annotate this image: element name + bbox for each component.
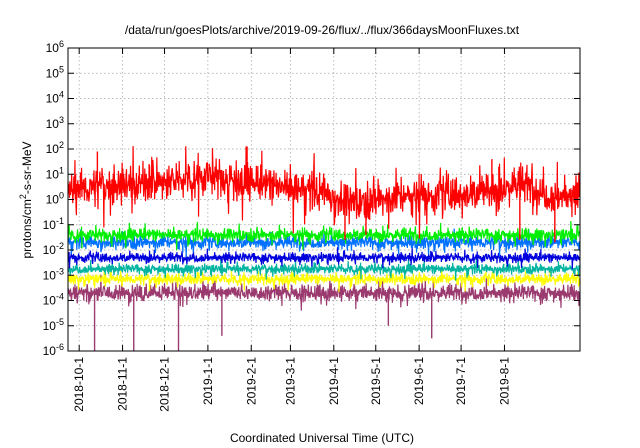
y-tick-exponent: -3 [56,266,64,276]
x-tick-label: 2019-4-1 [327,357,341,405]
y-tick-label: 104 [46,90,64,106]
y-tick-label: 105 [46,64,64,80]
series-line [67,258,581,281]
y-tick-exponent: -6 [56,342,64,352]
y-tick-label: 100 [46,191,64,207]
y-tick-label: 10-2 [43,241,64,257]
y-axis: 10-610-510-410-310-210-11001011021031041… [43,39,580,358]
y-tick-label: 10-4 [43,292,64,308]
x-axis-label: Coordinated Universal Time (UTC) [230,431,414,445]
y-tick-exponent: -5 [56,317,64,327]
y-tick-base: 10 [43,243,57,257]
series-line [67,267,581,292]
y-tick-label: 10-3 [43,266,64,282]
y-tick-label: 102 [46,140,64,156]
y-tick-exponent: -4 [56,292,64,302]
y-tick-exponent: -2 [56,241,64,251]
x-tick-label: 2019-7-1 [454,357,468,405]
chart-title: /data/run/goesPlots/archive/2019-09-26/f… [125,23,520,37]
x-tick-label: 2018-11-1 [116,357,130,411]
y-tick-base: 10 [43,319,57,333]
x-tick-label: 2018-12-1 [158,357,172,412]
y-tick-base: 10 [43,344,57,358]
y-tick-exponent: 6 [59,39,64,49]
y-tick-exponent: 2 [59,140,64,150]
y-tick-base: 10 [46,66,60,80]
x-tick-label: 2019-5-1 [369,357,383,405]
series-line [67,247,581,270]
y-tick-base: 10 [46,41,60,55]
series-line [67,220,581,251]
y-axis-label-suffix: -s-sr-MeV [20,141,34,194]
x-tick-label: 2018-10-1 [72,357,86,412]
y-tick-label: 10-5 [43,317,64,333]
y-tick-label: 101 [46,165,64,181]
y-tick-exponent: 1 [59,165,64,175]
y-tick-exponent: 0 [59,191,64,201]
y-axis-label-base: protons/cm [20,199,34,258]
y-tick-exponent: 4 [59,90,64,100]
series-line [67,274,581,311]
y-tick-exponent: 5 [59,64,64,74]
y-tick-base: 10 [46,167,60,181]
y-tick-label: 10-1 [43,216,64,232]
y-tick-label: 106 [46,39,64,55]
series-line [67,146,581,239]
y-tick-exponent: 3 [59,115,64,125]
x-tick-label: 2019-1-1 [201,357,215,405]
y-tick-label: 103 [46,115,64,131]
y-tick-base: 10 [46,142,60,156]
y-tick-base: 10 [43,294,57,308]
y-tick-base: 10 [46,117,60,131]
y-axis-label: protons/cm2-s-sr-MeV [18,141,34,258]
y-tick-base: 10 [43,218,57,232]
x-axis: 2018-10-1 2018-11-1 2018-12-1 2019-1-1 2019-… [72,48,511,412]
y-tick-base: 10 [46,92,60,106]
y-tick-base: 10 [46,193,60,207]
x-tick-label: 2019-8-1 [497,357,511,405]
y-tick-exponent: -1 [56,216,64,226]
x-tick-label: 2019-3-1 [283,357,297,405]
y-tick-base: 10 [43,268,57,282]
series-layer [67,146,581,351]
y-tick-label: 10-6 [43,342,64,358]
y-axis-label-exponent: 2 [18,194,28,199]
x-tick-label: 2019-6-1 [412,357,426,405]
x-tick-label: 2019-2-1 [244,357,258,405]
